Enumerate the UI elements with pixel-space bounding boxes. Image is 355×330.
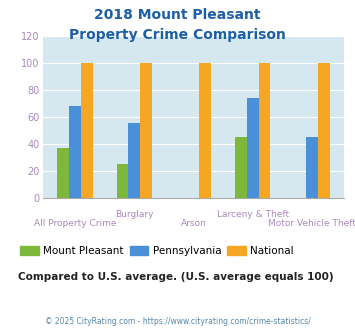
Text: Motor Vehicle Theft: Motor Vehicle Theft xyxy=(268,219,355,228)
Bar xyxy=(58,148,69,198)
Bar xyxy=(235,137,247,198)
Text: 2018 Mount Pleasant: 2018 Mount Pleasant xyxy=(94,8,261,22)
Bar xyxy=(318,63,329,198)
Bar xyxy=(200,63,211,198)
Text: All Property Crime: All Property Crime xyxy=(34,219,116,228)
Bar xyxy=(306,137,318,198)
Text: Arson: Arson xyxy=(181,219,206,228)
Bar xyxy=(81,63,93,198)
Bar xyxy=(116,164,129,198)
Text: Larceny & Theft: Larceny & Theft xyxy=(217,210,289,218)
Bar xyxy=(140,63,152,198)
Text: © 2025 CityRating.com - https://www.cityrating.com/crime-statistics/: © 2025 CityRating.com - https://www.city… xyxy=(45,317,310,326)
Bar xyxy=(129,122,140,198)
Bar xyxy=(247,98,258,198)
Text: Compared to U.S. average. (U.S. average equals 100): Compared to U.S. average. (U.S. average … xyxy=(18,272,333,282)
Legend: Mount Pleasant, Pennsylvania, National: Mount Pleasant, Pennsylvania, National xyxy=(16,242,298,260)
Bar xyxy=(258,63,271,198)
Text: Property Crime Comparison: Property Crime Comparison xyxy=(69,28,286,42)
Text: Burglary: Burglary xyxy=(115,210,154,218)
Bar xyxy=(69,106,81,198)
